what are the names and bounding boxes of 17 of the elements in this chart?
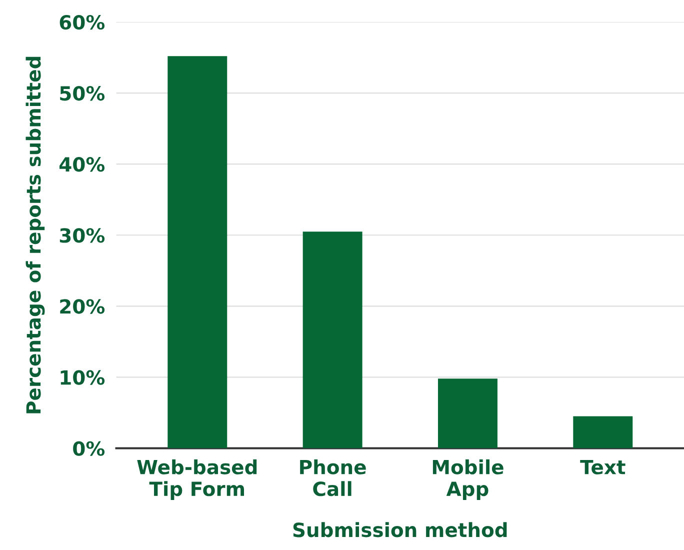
bar — [168, 56, 228, 448]
y-tick-label: 20% — [60, 299, 105, 314]
x-tick-label: Text — [580, 460, 626, 474]
x-tick-label: Phone Call — [300, 459, 366, 496]
bar — [302, 232, 362, 448]
y-axis-title: Percentage of reports submitted — [26, 56, 45, 414]
y-tick-label: 10% — [60, 370, 105, 385]
x-tick-label: Web-based Tip Form — [137, 459, 257, 500]
x-axis-title: Submission method — [293, 522, 507, 538]
y-tick-label: 30% — [60, 228, 105, 243]
y-tick-label: 60% — [60, 14, 105, 30]
y-tick-label: 40% — [60, 157, 105, 172]
x-tick-label: Mobile App — [432, 459, 504, 500]
y-tick-label: 0% — [73, 441, 105, 456]
bar — [438, 378, 498, 448]
y-tick-label: 50% — [60, 86, 105, 101]
bar — [573, 416, 633, 448]
